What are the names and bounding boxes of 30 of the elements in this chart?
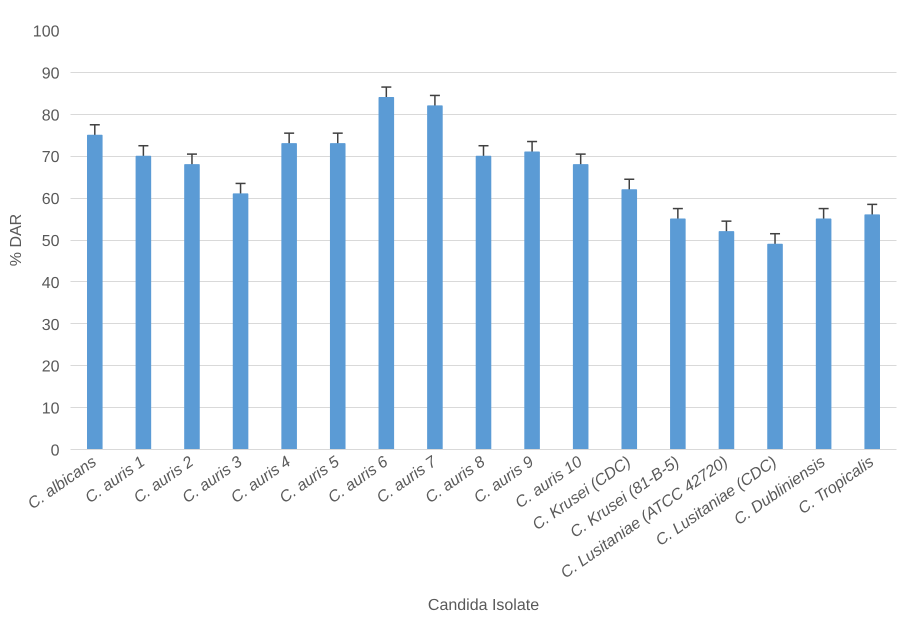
- bar: [184, 164, 200, 450]
- y-tick-label: 0: [50, 442, 60, 460]
- y-tick-label: 60: [42, 191, 60, 208]
- bar: [427, 105, 443, 450]
- bar: [232, 193, 248, 450]
- y-tick-label: 30: [42, 316, 60, 334]
- y-tick-label: 90: [42, 65, 60, 82]
- y-tick-label: 100: [32, 24, 60, 40]
- bar: [476, 156, 492, 450]
- bar: [281, 143, 297, 450]
- bar: [767, 244, 783, 450]
- bar: [136, 156, 152, 450]
- bar: [572, 164, 588, 450]
- bar: [87, 134, 103, 450]
- bar: [864, 214, 880, 450]
- y-axis-title: % DAR: [8, 214, 25, 266]
- bar: [524, 152, 540, 450]
- y-tick-label: 40: [42, 274, 60, 292]
- y-tick-label: 50: [42, 233, 60, 250]
- bar: [330, 143, 346, 450]
- y-tick-label: 80: [42, 107, 60, 124]
- x-axis-title: Candida Isolate: [428, 597, 540, 614]
- bar: [621, 189, 638, 450]
- bar: [378, 97, 394, 450]
- bar: [670, 218, 686, 450]
- y-tick-label: 20: [42, 358, 60, 376]
- y-tick-label: 10: [42, 400, 60, 418]
- bar: [816, 218, 832, 450]
- y-tick-label: 70: [42, 149, 60, 166]
- bar: [718, 231, 734, 450]
